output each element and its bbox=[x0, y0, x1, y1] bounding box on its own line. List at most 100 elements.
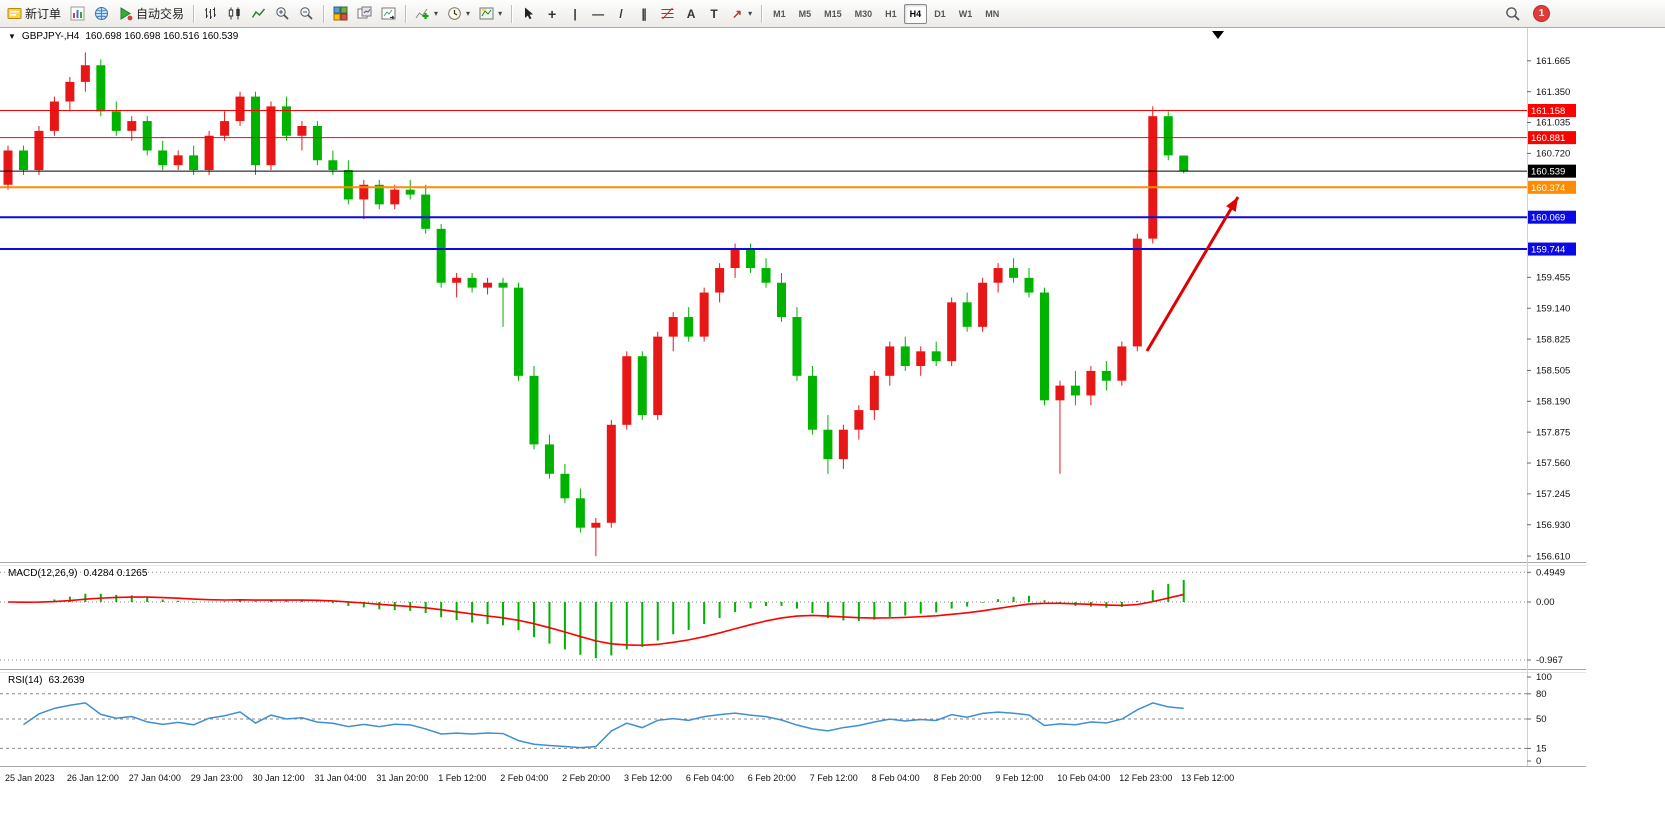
search-button[interactable] bbox=[1501, 3, 1525, 25]
chart-shift-button[interactable] bbox=[377, 3, 400, 25]
cursor-button[interactable] bbox=[517, 3, 540, 25]
trendline-button[interactable]: / bbox=[610, 3, 632, 25]
search-icon bbox=[1506, 6, 1520, 21]
new-chart-button[interactable] bbox=[66, 3, 89, 25]
text-tool-button[interactable]: A bbox=[680, 3, 702, 25]
macd-signal-line bbox=[7, 593, 1184, 647]
dropdown-arrow-icon: ▾ bbox=[434, 9, 439, 18]
time-label: 8 Feb 20:00 bbox=[934, 773, 982, 783]
bear-candle bbox=[251, 96, 261, 166]
candles-layer bbox=[3, 52, 1189, 557]
arrows-tool-button[interactable]: ↗ ▾ bbox=[726, 3, 756, 25]
text-tool-icon: A bbox=[686, 6, 696, 21]
bull-candle bbox=[220, 121, 230, 136]
line-chart-button[interactable] bbox=[247, 3, 270, 25]
price-tick-label: 157.560 bbox=[1536, 458, 1570, 469]
new-order-icon bbox=[7, 8, 22, 19]
market-watch-button[interactable] bbox=[90, 3, 113, 25]
bear-candle bbox=[405, 189, 415, 195]
timeframe-m1[interactable]: M1 bbox=[773, 8, 786, 19]
tile-windows-button[interactable] bbox=[329, 3, 352, 25]
chart-symbol-period: GBPJPY-,H4 bbox=[21, 31, 80, 42]
cascade-windows-icon bbox=[357, 6, 372, 19]
rsi-label: RSI(14) 63.2639 bbox=[8, 675, 85, 686]
macd-label: MACD(12,26,9) 0.4284 0.1265 bbox=[8, 568, 147, 579]
notification-badge[interactable]: 1 bbox=[1533, 5, 1550, 22]
time-label: 27 Jan 04:00 bbox=[129, 773, 181, 783]
label-tool-button[interactable]: T bbox=[703, 3, 725, 25]
price-axis[interactable]: 161.665 161.350 161.035 160.720 159.455 159.1… bbox=[1527, 56, 1576, 562]
rsi-axis-label: 0 bbox=[1536, 756, 1541, 767]
timeframe-m30[interactable]: M30 bbox=[854, 8, 873, 19]
new-order-button[interactable]: 新订单 bbox=[3, 3, 65, 25]
candlestick-chart-button[interactable] bbox=[223, 3, 246, 25]
auto-trading-button[interactable]: 自动交易 bbox=[114, 3, 188, 25]
macd-axis-label: 0.00 bbox=[1536, 597, 1555, 608]
chart-shift-icon bbox=[381, 7, 396, 20]
dropdown-arrow-icon: ▾ bbox=[466, 9, 471, 18]
chart-shift-marker[interactable] bbox=[1212, 31, 1224, 39]
zoom-in-button[interactable] bbox=[271, 3, 294, 25]
cascade-windows-button[interactable] bbox=[353, 3, 376, 25]
zoom-in-icon bbox=[276, 7, 289, 20]
bear-candle bbox=[746, 248, 756, 269]
bull-candle bbox=[34, 130, 44, 171]
indicators-button[interactable]: ▾ bbox=[411, 3, 442, 25]
timeframe-h4[interactable]: H4 bbox=[903, 3, 928, 24]
new-chart-icon bbox=[70, 6, 85, 21]
periods-button[interactable]: ▾ bbox=[443, 3, 474, 25]
rsi-axis-label: 50 bbox=[1536, 714, 1547, 725]
bear-candle bbox=[900, 346, 910, 367]
indicator-axes[interactable]: 0.4949 0.00 -0.967 100 80 50 150 bbox=[1527, 568, 1565, 768]
bull-candle bbox=[668, 317, 678, 337]
bull-candle bbox=[483, 282, 493, 288]
annotations-layer[interactable] bbox=[1145, 196, 1240, 352]
bull-candle bbox=[1086, 370, 1096, 396]
bull-candle bbox=[1148, 116, 1158, 239]
bar-chart-button[interactable] bbox=[199, 3, 222, 25]
cursor-icon bbox=[525, 7, 534, 20]
crosshair-icon: + bbox=[547, 5, 557, 22]
horizontal-line-button[interactable]: — bbox=[587, 3, 609, 25]
time-label: 2 Feb 20:00 bbox=[562, 773, 610, 783]
price-badge bbox=[1528, 210, 1576, 224]
trend-arrow-head[interactable] bbox=[1226, 197, 1238, 212]
price-tick-label: 158.505 bbox=[1536, 366, 1570, 377]
time-label: 13 Feb 12:00 bbox=[1181, 773, 1234, 783]
one-click-trading-toggle[interactable]: ▼ bbox=[8, 32, 16, 41]
macd-axis-label: 0.4949 bbox=[1536, 568, 1565, 579]
vertical-line-icon: | bbox=[573, 6, 577, 21]
time-axis[interactable]: 25 Jan 2023 26 Jan 12:00 27 Jan 04:00 29 Ja… bbox=[5, 773, 1234, 783]
timeframe-m5[interactable]: M5 bbox=[798, 8, 812, 19]
timeframe-w1[interactable]: W1 bbox=[958, 8, 973, 19]
bull-candle bbox=[204, 135, 214, 171]
crosshair-button[interactable]: + bbox=[541, 3, 563, 25]
price-tick-label: 158.190 bbox=[1536, 396, 1570, 407]
fibonacci-button[interactable] bbox=[656, 3, 679, 25]
bear-candle bbox=[514, 287, 524, 376]
channel-button[interactable]: ∥ bbox=[633, 3, 655, 25]
hlines-layer[interactable] bbox=[0, 109, 1527, 251]
timeframe-mn[interactable]: MN bbox=[985, 8, 1000, 19]
templates-button[interactable]: ▾ bbox=[475, 3, 506, 25]
bear-candle bbox=[421, 194, 431, 229]
price-badge-label: 159.744 bbox=[1531, 245, 1565, 256]
time-label: 29 Jan 23:00 bbox=[191, 773, 243, 783]
timeframe-d1[interactable]: D1 bbox=[934, 8, 946, 19]
zoom-out-button[interactable] bbox=[295, 3, 318, 25]
bull-candle bbox=[606, 424, 616, 523]
bull-candle bbox=[993, 268, 1003, 283]
timeframe-m15[interactable]: M15 bbox=[824, 8, 842, 19]
timeframe-h1[interactable]: H1 bbox=[885, 8, 897, 19]
bear-candle bbox=[637, 356, 647, 416]
bull-candle bbox=[838, 429, 848, 460]
vertical-line-button[interactable]: | bbox=[564, 3, 586, 25]
trend-arrow-line[interactable] bbox=[1145, 196, 1240, 352]
indicator-levels bbox=[0, 571, 1527, 749]
bear-candle bbox=[823, 429, 833, 460]
bull-candle bbox=[390, 189, 400, 205]
bear-candle bbox=[1163, 116, 1173, 156]
label-tool-icon: T bbox=[710, 6, 718, 21]
